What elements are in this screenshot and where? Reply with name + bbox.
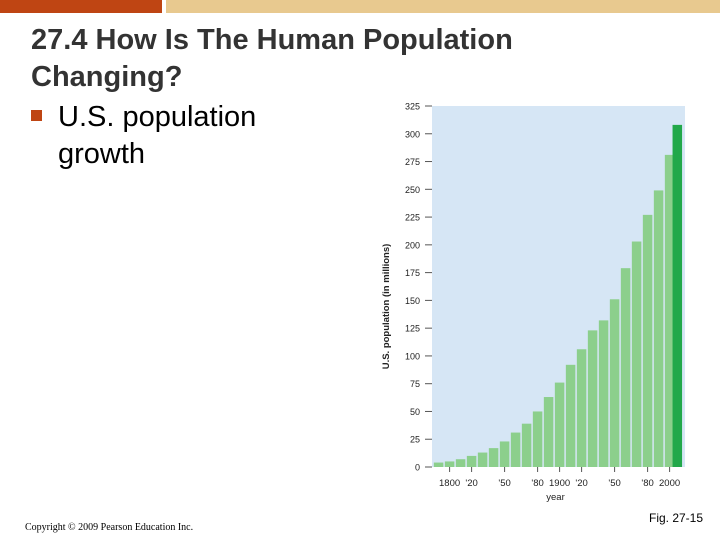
y-tick-label: 300 xyxy=(405,129,420,139)
square-bullet-icon xyxy=(31,110,42,121)
bar-1850 xyxy=(499,441,510,467)
bar-1880 xyxy=(532,411,543,467)
y-axis-label: U.S. population (in millions) xyxy=(381,244,392,370)
bullet-text: U.S. population growth xyxy=(58,101,257,170)
y-tick-label: 175 xyxy=(405,268,420,278)
figure-label: Fig. 27-15 xyxy=(649,511,704,525)
copyright-notice: Copyright © 2009 Pearson Education Inc. xyxy=(25,522,194,533)
bar-1810 xyxy=(455,459,466,467)
bar-2000 xyxy=(664,154,675,467)
y-tick-label: 275 xyxy=(405,157,420,167)
bar-1800 xyxy=(444,461,455,467)
bar-1920 xyxy=(576,349,587,467)
title-bar-accent-right xyxy=(166,0,720,13)
bar-2007 xyxy=(672,124,683,468)
bar-1870 xyxy=(521,423,532,467)
bar-1940 xyxy=(598,320,609,467)
y-tick-label: 100 xyxy=(405,351,420,361)
bar-1840 xyxy=(488,448,499,467)
x-tick-label: '20 xyxy=(465,478,477,489)
y-tick-label: 0 xyxy=(415,463,420,473)
y-tick-label: 125 xyxy=(405,324,420,334)
y-tick-label: 25 xyxy=(410,435,420,445)
y-tick-label: 75 xyxy=(410,379,420,389)
x-tick-label: '80 xyxy=(641,478,653,489)
bar-1830 xyxy=(477,452,488,467)
title-bar-accent-left xyxy=(0,0,162,13)
bar-1900 xyxy=(554,382,565,467)
bar-1970 xyxy=(631,241,642,467)
population-bar-chart: 0 25 50 75 100 125 150 175 200 225 250 275 300 325 180… xyxy=(381,102,685,503)
x-tick-label: '20 xyxy=(575,478,587,489)
x-tick-label: '50 xyxy=(608,478,620,489)
x-tick-label: '80 xyxy=(531,478,543,489)
bar-1990 xyxy=(653,190,664,467)
y-tick-label: 50 xyxy=(410,407,420,417)
y-tick-label: 150 xyxy=(405,296,420,306)
bar-1960 xyxy=(620,268,631,467)
x-tick-label: 2000 xyxy=(659,478,680,489)
y-tick-label: 325 xyxy=(405,102,420,112)
bar-1980 xyxy=(642,214,653,467)
y-tick-label: 250 xyxy=(405,185,420,195)
bar-1820 xyxy=(466,455,477,467)
slide-title: 27.4 How Is The Human Population Changin… xyxy=(31,24,513,93)
x-tick-label: 1900 xyxy=(549,478,570,489)
bar-1910 xyxy=(565,364,576,467)
y-tick-label: 200 xyxy=(405,240,420,250)
bar-1890 xyxy=(543,397,554,467)
y-tick-label: 225 xyxy=(405,213,420,223)
bar-1930 xyxy=(587,330,598,467)
bar-1950 xyxy=(609,299,620,467)
x-tick-label: 1800 xyxy=(439,478,460,489)
bar-1860 xyxy=(510,432,521,467)
x-axis-label: year xyxy=(546,492,564,503)
bar-1790 xyxy=(433,462,444,467)
x-tick-label: '50 xyxy=(498,478,510,489)
